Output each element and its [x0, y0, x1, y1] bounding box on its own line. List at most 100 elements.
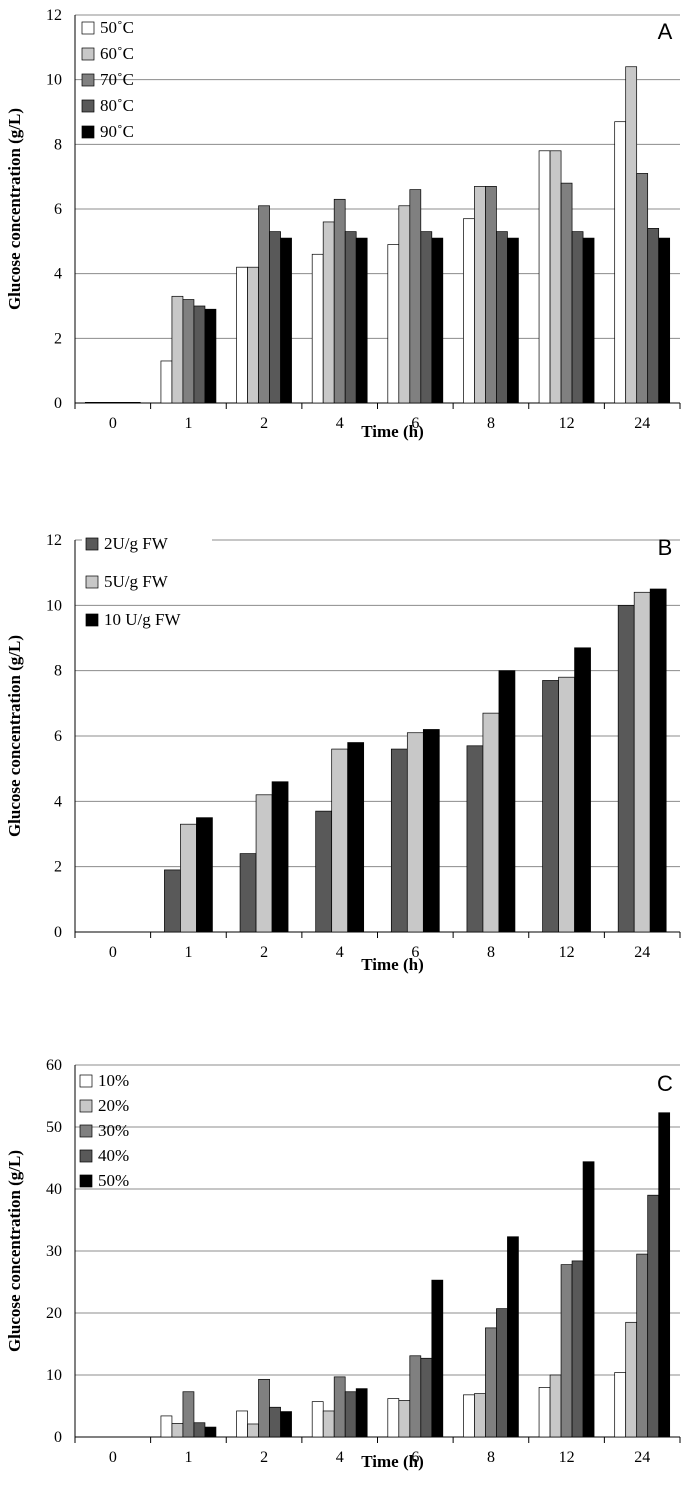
legend-swatch [79, 1099, 93, 1113]
bar [180, 823, 197, 933]
bar [193, 1422, 206, 1438]
y-tick-label: 0 [54, 924, 62, 941]
bar [236, 266, 248, 404]
y-tick-label: 12 [46, 7, 62, 24]
bar [507, 1236, 519, 1438]
y-tick-label: 2 [54, 330, 62, 347]
x-tick-label: 0 [109, 944, 117, 961]
x-tick-label: 4 [336, 944, 344, 961]
bar [269, 1406, 281, 1438]
bar [633, 591, 651, 933]
bar [182, 299, 195, 404]
bar [344, 1391, 357, 1438]
legend-backdrop [82, 531, 212, 557]
bar [398, 1400, 411, 1438]
x-axis-title: Time (h) [361, 422, 424, 441]
legend-swatch [85, 575, 99, 589]
y-tick-label: 40 [46, 1181, 62, 1198]
legend-label: 5U/g FW [104, 572, 169, 591]
legend-label: 30% [98, 1121, 129, 1140]
bar [280, 237, 292, 404]
bar [355, 1388, 368, 1438]
x-tick-label: 12 [559, 1449, 575, 1466]
x-tick-label: 8 [487, 944, 495, 961]
bar [617, 604, 635, 933]
y-tick-label: 10 [46, 597, 62, 614]
bar [625, 66, 638, 404]
bar [390, 748, 408, 933]
bar [420, 231, 433, 404]
legend-label: 50˚C [100, 18, 134, 37]
bar [636, 173, 649, 404]
x-tick-label: 12 [559, 944, 575, 961]
bar [498, 670, 516, 933]
bar [398, 205, 411, 404]
legend-label: 50% [98, 1171, 129, 1190]
bar [574, 647, 591, 933]
bar [311, 1401, 324, 1438]
bar [333, 1376, 346, 1438]
x-tick-label: 4 [336, 1449, 344, 1466]
bar [128, 402, 141, 404]
bar [560, 182, 573, 404]
bar [474, 186, 486, 404]
legend-backdrop [82, 607, 212, 633]
x-tick-label: 12 [559, 415, 575, 432]
bar [84, 402, 97, 404]
x-tick-label: 2 [260, 944, 268, 961]
legend-swatch [81, 99, 95, 113]
x-tick-label: 24 [634, 944, 650, 961]
bar [614, 1372, 627, 1438]
bar [485, 186, 497, 404]
panel-label: C [657, 1071, 673, 1096]
x-tick-label: 4 [336, 415, 344, 432]
bar [582, 237, 595, 404]
bar [614, 121, 627, 404]
x-tick-label: 6 [411, 1449, 419, 1466]
bar [95, 402, 108, 404]
legend-swatch [79, 1174, 93, 1188]
bar [420, 1357, 433, 1438]
bar [322, 221, 335, 404]
bar [406, 732, 424, 933]
bar [538, 1387, 551, 1438]
bar [247, 266, 259, 404]
bar [204, 308, 217, 404]
bar [311, 253, 324, 404]
x-axis-title: Time (h) [361, 1452, 424, 1471]
bar [463, 1394, 475, 1438]
bar [322, 1410, 335, 1438]
bar [271, 781, 289, 933]
bar [269, 231, 281, 404]
legend-label: 80˚C [100, 96, 134, 115]
bar [258, 205, 270, 404]
legend-swatch [85, 613, 99, 627]
legend-label: 90˚C [100, 122, 134, 141]
bar [239, 853, 257, 933]
bar [247, 1423, 259, 1438]
bar [280, 1411, 292, 1438]
y-tick-label: 10 [46, 1367, 62, 1384]
x-tick-label: 2 [260, 1449, 268, 1466]
y-tick-label: 50 [46, 1119, 62, 1136]
legend-label: 40% [98, 1146, 129, 1165]
legend-swatch [85, 537, 99, 551]
bar [571, 1260, 584, 1438]
bar [347, 742, 365, 933]
y-tick-label: 2 [54, 859, 62, 876]
y-tick-label: 10 [46, 72, 62, 89]
legend-swatch [81, 125, 95, 139]
legend-backdrop [82, 569, 212, 595]
bar [466, 745, 484, 933]
bar [315, 810, 333, 933]
bar [463, 218, 475, 404]
panel-label: B [658, 535, 673, 560]
y-axis-title: Glucose concentration (g/L) [5, 635, 24, 837]
bar [258, 1378, 270, 1438]
bar [409, 1355, 422, 1438]
y-tick-label: 0 [54, 1429, 62, 1446]
bar [344, 231, 357, 404]
bar [558, 676, 575, 933]
